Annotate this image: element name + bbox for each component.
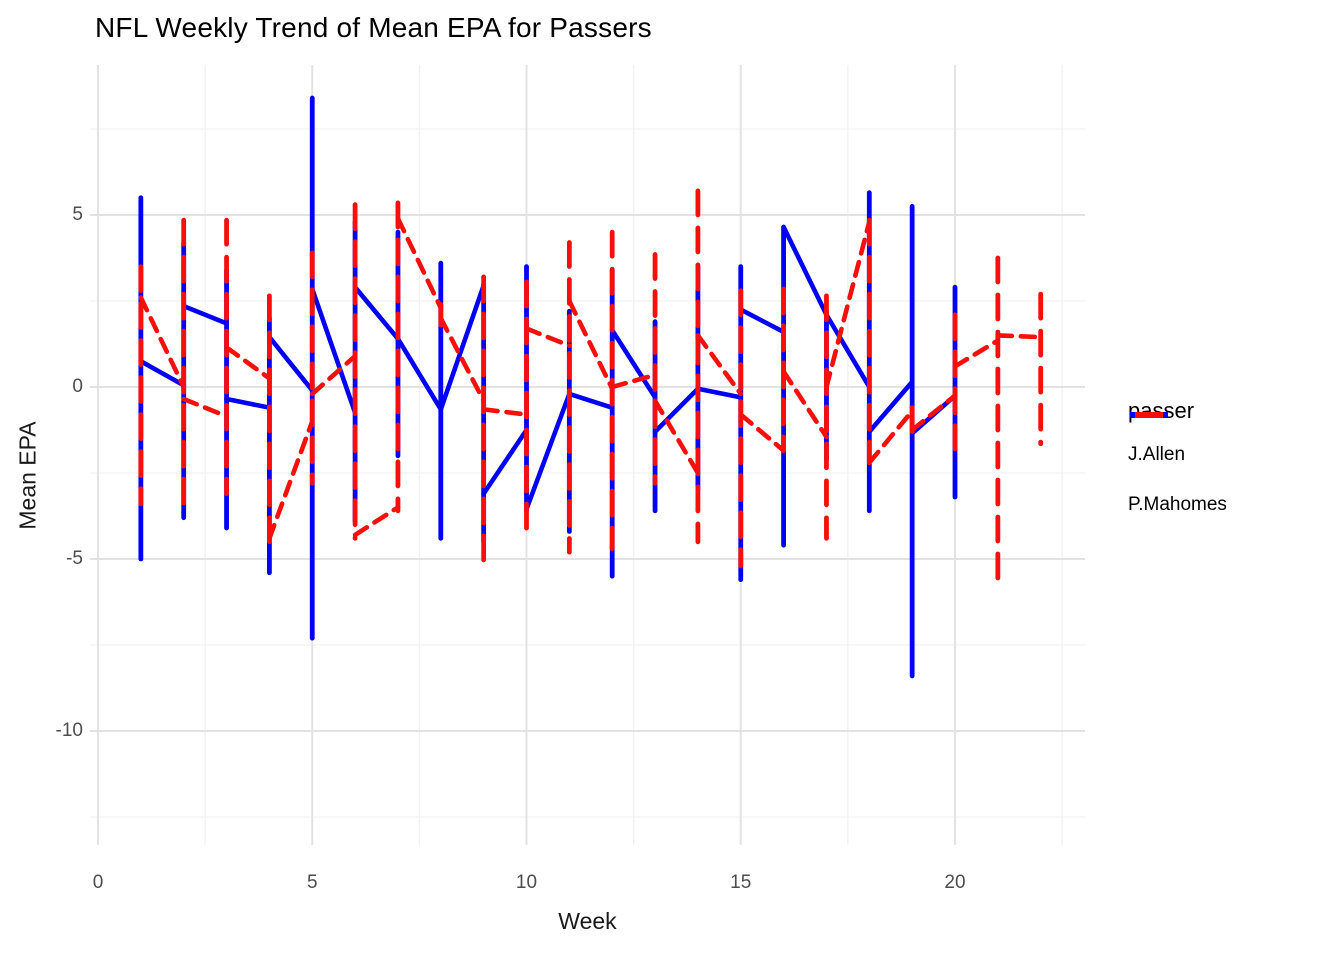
series-p-mahomes-trend-segment xyxy=(652,398,701,476)
legend-item-mahomes: P.Mahomes xyxy=(1128,412,1227,522)
series-p-mahomes-trend-segment xyxy=(824,219,872,390)
y-tick-label: -10 xyxy=(55,720,83,741)
series-j-allen-trend-segment xyxy=(567,391,615,410)
series-p-mahomes-trend-segment xyxy=(267,419,315,541)
y-tick-label: -5 xyxy=(66,548,83,569)
series-p-mahomes-trend-segment xyxy=(781,369,829,440)
series-p-mahomes-trend-segment xyxy=(567,298,615,392)
series-j-allen-trend-segment xyxy=(866,379,915,435)
series-p-mahomes-trend-segment xyxy=(695,333,744,397)
x-tick-label: 10 xyxy=(515,872,538,893)
legend-key-mahomes-line xyxy=(1135,412,1163,418)
y-tick-label: 0 xyxy=(72,376,83,397)
series-j-allen-trend-segment xyxy=(652,386,701,435)
series-j-allen-trend-segment xyxy=(695,386,744,400)
series-p-mahomes-trend-segment xyxy=(309,353,358,397)
x-axis-title: Week xyxy=(558,908,617,934)
series-p-mahomes-trend-segment xyxy=(866,408,915,465)
series-p-mahomes-trend-segment xyxy=(952,338,1001,369)
series-p-mahomes-trend-segment xyxy=(738,412,786,453)
series-p-mahomes-trend-segment xyxy=(438,315,486,404)
series-p-mahomes-trend-segment xyxy=(524,326,572,349)
series-j-allen-trend-segment xyxy=(481,427,529,496)
series-j-allen-trend-segment xyxy=(181,303,229,326)
legend-label-mahomes: P.Mahomes xyxy=(1128,494,1227,515)
series-p-mahomes-trend-segment xyxy=(909,393,958,433)
x-tick-label: 15 xyxy=(730,872,752,893)
x-tick-label: 0 xyxy=(92,872,104,893)
series-p-mahomes-trend-segment xyxy=(995,333,1043,340)
series-j-allen-trend-segment xyxy=(609,327,658,400)
series-j-allen-trend-segment xyxy=(524,391,572,512)
series-j-allen-trend-segment xyxy=(138,358,186,388)
series-j-allen-trend-segment xyxy=(824,312,872,390)
series-j-allen-trend-segment xyxy=(438,283,486,412)
series-p-mahomes-trend-segment xyxy=(395,216,444,311)
x-tick-label: 5 xyxy=(306,872,318,893)
x-tick-label: 20 xyxy=(944,872,966,893)
series-p-mahomes-trend-segment xyxy=(138,295,186,390)
series-j-allen-trend-segment xyxy=(267,334,315,393)
series-p-mahomes-trend-segment xyxy=(352,505,401,538)
legend-item-allen: J.Allen xyxy=(1128,412,1227,472)
series-p-mahomes-trend-segment xyxy=(224,345,272,381)
series-j-allen-trend-segment xyxy=(224,396,272,410)
series-j-allen-trend-segment xyxy=(395,336,444,412)
y-axis-title: Mean EPA xyxy=(14,421,41,530)
legend: passer J.Allen P.Mahomes xyxy=(1128,398,1227,538)
legend-label-allen: J.Allen xyxy=(1128,444,1186,465)
legend-title: passer xyxy=(1128,398,1195,423)
y-tick-label: 5 xyxy=(72,204,83,225)
series-p-mahomes-trend-segment xyxy=(481,407,529,417)
series-p-mahomes-trend-segment xyxy=(609,372,658,390)
series-j-allen-trend-segment xyxy=(352,284,401,342)
chart-title: NFL Weekly Trend of Mean EPA for Passers xyxy=(95,12,652,43)
series-j-allen-trend-segment xyxy=(781,224,829,318)
series-j-allen-trend-segment xyxy=(738,307,786,335)
series-p-mahomes-trend-segment xyxy=(181,396,229,419)
series-j-allen-trend-segment xyxy=(309,286,358,416)
